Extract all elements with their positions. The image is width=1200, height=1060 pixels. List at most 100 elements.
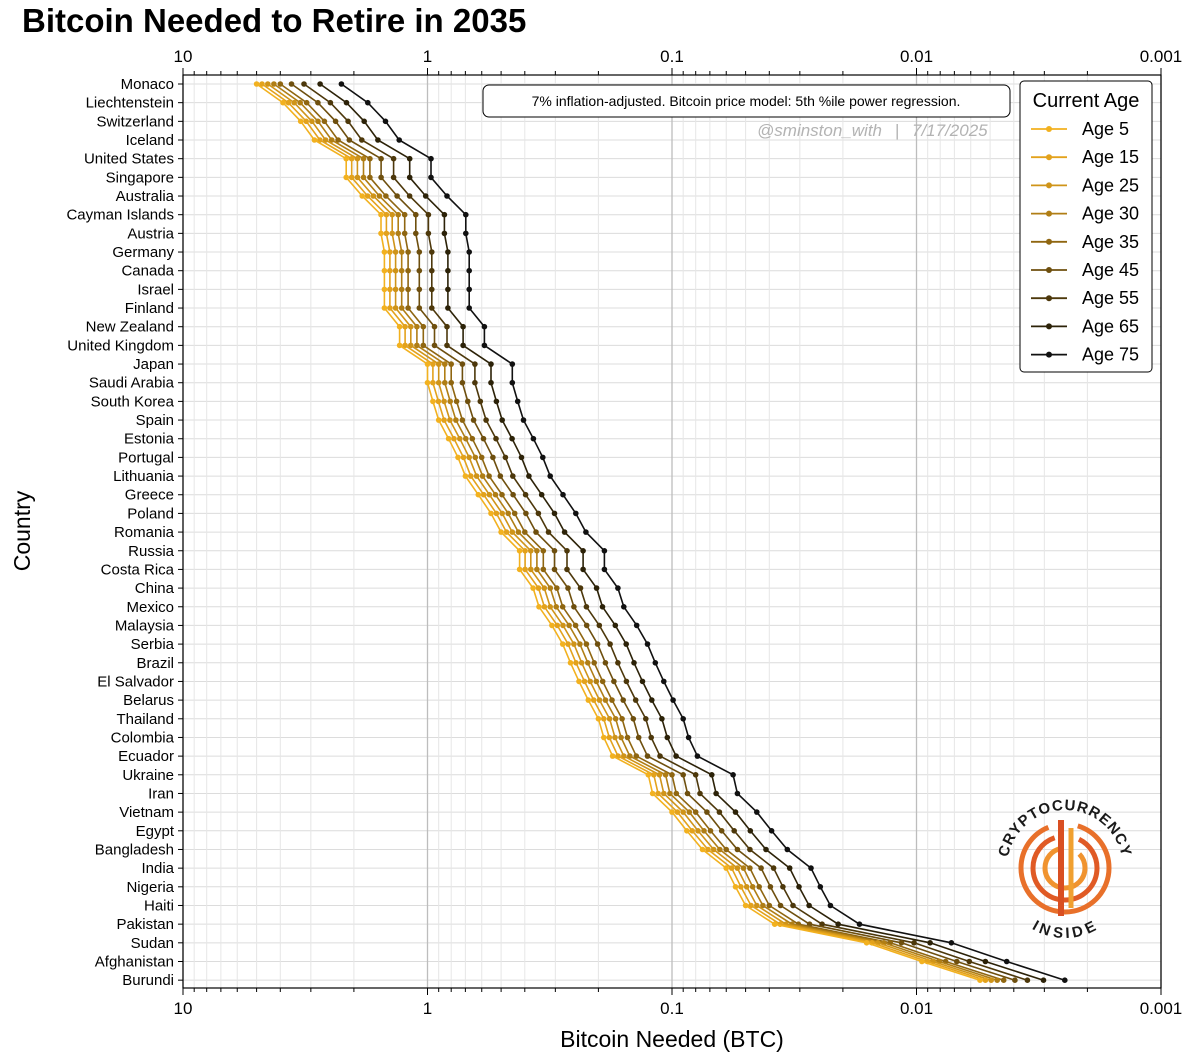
data-point [493, 435, 499, 442]
data-point [551, 548, 558, 554]
country-label: Japan [133, 356, 174, 373]
axis-ticks: 10 10 1 1 0.1 0.1 0.01 0.01 0.001 0.001 Monaco Liec… [66, 47, 1182, 1018]
data-point [522, 548, 528, 554]
data-point [954, 958, 960, 965]
data-point [381, 249, 388, 255]
data-point [594, 641, 601, 647]
data-point [447, 417, 453, 423]
legend-label: Age 5 [1082, 119, 1129, 139]
data-point [599, 604, 606, 610]
data-point [692, 772, 699, 778]
data-point [378, 211, 384, 218]
x-tick-label-top: 0.001 [1140, 47, 1183, 66]
data-point [645, 772, 652, 778]
data-point [777, 902, 784, 909]
data-point [601, 548, 608, 554]
data-point [767, 884, 774, 890]
data-point [657, 753, 663, 759]
data-point [621, 604, 627, 610]
data-point [392, 267, 399, 274]
data-point [669, 809, 675, 815]
country-label: Poland [127, 505, 174, 522]
data-point [387, 249, 393, 255]
legend-marker [1046, 238, 1052, 245]
data-point [587, 678, 593, 685]
legend-marker [1046, 351, 1052, 358]
data-point [359, 193, 366, 199]
data-point [599, 678, 606, 685]
data-point [453, 398, 460, 405]
data-point [360, 155, 367, 162]
data-point [291, 99, 298, 106]
data-point [398, 305, 405, 311]
data-point [414, 323, 420, 330]
data-point [511, 510, 518, 517]
data-point [534, 548, 540, 554]
data-point [430, 398, 436, 405]
data-point [398, 267, 405, 274]
data-point [445, 267, 451, 274]
data-point [602, 697, 609, 703]
data-point [553, 604, 559, 610]
data-point [359, 137, 365, 143]
legend-label: Age 25 [1082, 175, 1139, 195]
data-point [1000, 977, 1007, 983]
data-point [561, 529, 568, 535]
country-label: Estonia [124, 431, 175, 448]
data-point [405, 249, 411, 255]
country-label: Cayman Islands [66, 207, 174, 224]
watermark-date: 7/17/2025 [912, 121, 988, 140]
data-point [448, 361, 455, 367]
data-point [422, 193, 429, 199]
data-point [413, 230, 419, 237]
data-point [734, 846, 741, 853]
data-point [623, 678, 630, 685]
data-point [387, 267, 393, 274]
data-point [655, 790, 661, 797]
data-point [770, 865, 777, 871]
data-point [335, 137, 341, 143]
data-point [611, 678, 617, 685]
data-point [1062, 977, 1068, 983]
data-point [428, 174, 434, 181]
data-point [656, 772, 663, 778]
data-point [396, 323, 403, 330]
data-point [466, 305, 473, 311]
legend-label: Age 55 [1082, 288, 1139, 308]
data-point [492, 491, 499, 498]
data-point [465, 398, 471, 405]
country-label: Sudan [131, 935, 174, 952]
data-point [585, 697, 592, 703]
data-point [398, 249, 405, 255]
legend-marker [1046, 182, 1052, 189]
data-point [288, 81, 295, 87]
data-point [734, 865, 741, 871]
data-point [348, 174, 355, 181]
country-label: Brazil [136, 655, 174, 672]
data-point [530, 435, 537, 442]
data-point [662, 772, 669, 778]
country-label: Haiti [144, 897, 174, 914]
country-label: Costa Rica [101, 561, 175, 578]
country-label: Switzerland [96, 113, 174, 130]
data-point [536, 604, 542, 610]
data-point [538, 491, 545, 498]
data-point [509, 529, 516, 535]
annotation-text: 7% inflation-adjusted. Bitcoin price mod… [532, 93, 961, 109]
data-point [389, 211, 396, 218]
data-point [444, 323, 450, 330]
data-point [429, 286, 435, 293]
legend-box [1019, 80, 1153, 373]
data-point [387, 286, 393, 293]
data-point [463, 230, 469, 237]
data-point [695, 828, 701, 834]
data-point [466, 454, 473, 461]
data-point [390, 174, 397, 181]
country-label: Liechtenstein [86, 95, 174, 112]
data-point [565, 641, 571, 647]
data-point [516, 548, 523, 554]
data-point [370, 193, 377, 199]
data-point [522, 529, 528, 535]
data-point [723, 865, 729, 871]
data-point [740, 865, 747, 871]
